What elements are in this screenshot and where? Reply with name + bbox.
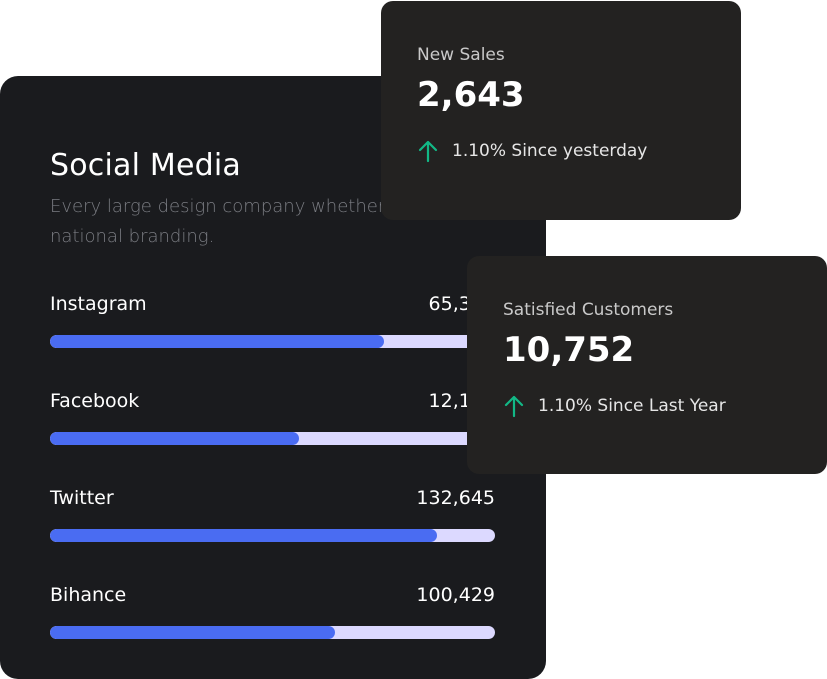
platform-item-facebook: Facebook 12,109 [50, 387, 495, 484]
platform-name: Facebook [50, 390, 140, 412]
trend-text: 1.10% Since yesterday [452, 141, 648, 161]
progress-fill [50, 432, 300, 445]
progress-fill [50, 626, 335, 639]
card-trend: 1.10% Since yesterday [417, 139, 705, 163]
platform-item-instagram: Instagram 65,376 [50, 290, 495, 387]
platform-list: Instagram 65,376 Facebook 12,109 Twi [50, 290, 495, 678]
progress-track [50, 335, 495, 348]
arrow-up-icon [417, 139, 439, 163]
progress-track [50, 529, 495, 542]
progress-track [50, 432, 495, 445]
platform-item-twitter: Twitter 132,645 [50, 484, 495, 581]
progress-fill [50, 529, 438, 542]
card-trend: 1.10% Since Last Year [503, 394, 791, 418]
new-sales-card: New Sales 2,643 1.10% Since yesterday [381, 1, 741, 220]
trend-text: 1.10% Since Last Year [538, 396, 726, 416]
card-label: Satisfied Customers [503, 300, 674, 320]
satisfied-customers-card: Satisfied Customers 10,752 1.10% Since L… [467, 256, 827, 474]
social-media-title: Social Media [50, 148, 241, 183]
platform-name: Instagram [50, 293, 147, 315]
card-value: 10,752 [503, 330, 635, 370]
platform-count: 100,429 [416, 584, 495, 606]
platform-count: 132,645 [416, 487, 495, 509]
card-value: 2,643 [417, 75, 525, 115]
card-label: New Sales [417, 45, 505, 65]
platform-item-bihance: Bihance 100,429 [50, 581, 495, 678]
progress-fill [50, 335, 384, 348]
arrow-up-icon [503, 394, 525, 418]
platform-name: Twitter [50, 487, 114, 509]
platform-name: Bihance [50, 584, 127, 606]
progress-track [50, 626, 495, 639]
